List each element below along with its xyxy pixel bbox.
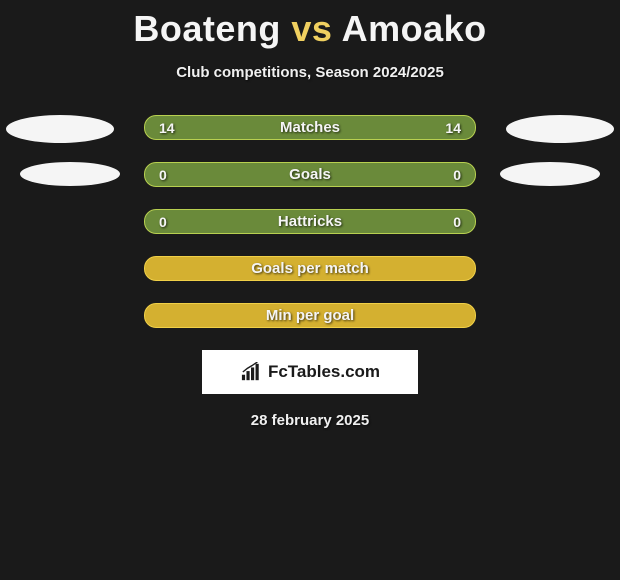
stat-bar-min-per-goal: Min per goal <box>144 303 476 328</box>
competition-subtitle: Club competitions, Season 2024/2025 <box>0 64 620 81</box>
player2-marker-icon <box>500 162 600 186</box>
comparison-title: Boateng vs Amoako <box>0 0 620 50</box>
stat-right-value: 0 <box>453 214 461 230</box>
player1-marker-icon <box>20 162 120 186</box>
stat-label: Min per goal <box>266 307 354 324</box>
stat-label: Matches <box>280 119 340 136</box>
player2-marker-icon <box>506 115 614 143</box>
stat-label: Goals <box>289 166 331 183</box>
stat-right-value: 14 <box>445 120 461 136</box>
stat-right-value: 0 <box>453 167 461 183</box>
stat-row: 14 Matches 14 <box>0 115 620 140</box>
player1-marker-icon <box>6 115 114 143</box>
stat-bar-goals: 0 Goals 0 <box>144 162 476 187</box>
brand-badge: FcTables.com <box>202 350 418 394</box>
snapshot-date: 28 february 2025 <box>0 412 620 429</box>
stat-row: Min per goal <box>0 303 620 328</box>
stat-bar-goals-per-match: Goals per match <box>144 256 476 281</box>
stat-row: 0 Goals 0 <box>0 162 620 187</box>
stat-left-value: 0 <box>159 214 167 230</box>
stat-bar-matches: 14 Matches 14 <box>144 115 476 140</box>
stats-container: 14 Matches 14 0 Goals 0 0 Hattricks 0 Go… <box>0 115 620 328</box>
stat-bar-hattricks: 0 Hattricks 0 <box>144 209 476 234</box>
bar-chart-icon <box>240 362 262 382</box>
stat-left-value: 14 <box>159 120 175 136</box>
player1-name: Boateng <box>133 8 281 49</box>
stat-row: Goals per match <box>0 256 620 281</box>
stat-label: Hattricks <box>278 213 342 230</box>
stat-label: Goals per match <box>251 260 369 277</box>
stat-left-value: 0 <box>159 167 167 183</box>
brand-text: FcTables.com <box>268 362 380 382</box>
stat-row: 0 Hattricks 0 <box>0 209 620 234</box>
vs-separator: vs <box>291 8 332 49</box>
player2-name: Amoako <box>342 8 487 49</box>
